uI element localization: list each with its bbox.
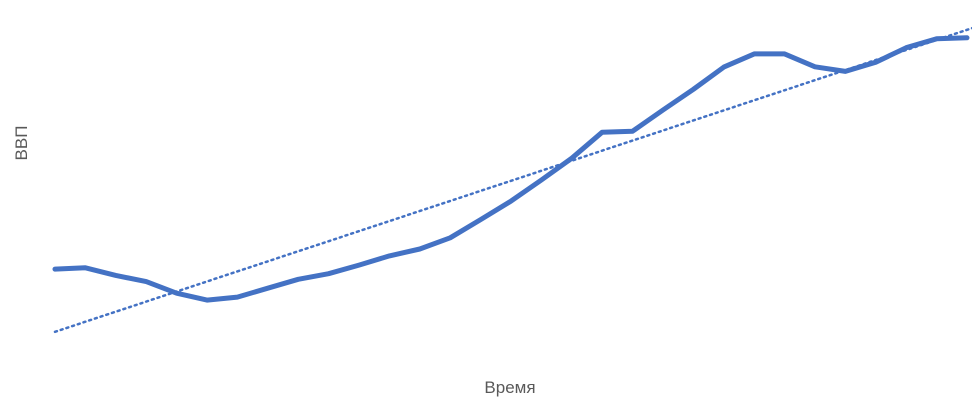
data-point (965, 36, 969, 40)
data-point (205, 298, 209, 302)
data-point (691, 87, 695, 91)
data-point (144, 280, 148, 284)
data-point (357, 263, 361, 267)
data-point (904, 46, 908, 50)
data-point (83, 266, 87, 270)
data-point (175, 291, 179, 295)
data-point (418, 247, 422, 251)
data-point (114, 273, 118, 277)
data-point (661, 108, 665, 112)
data-point (722, 65, 726, 69)
data-point (539, 178, 543, 182)
y-axis-label: ВВП (12, 126, 31, 161)
data-point (600, 130, 604, 134)
data-point (570, 156, 574, 160)
data-point (843, 69, 847, 73)
data-point (53, 267, 57, 271)
data-point (448, 236, 452, 240)
data-point (935, 37, 939, 41)
series-line-1 (52, 35, 970, 303)
data-point (509, 199, 513, 203)
plot-area (52, 26, 972, 334)
data-point (266, 286, 270, 290)
data-point (387, 254, 391, 258)
data-point (479, 218, 483, 222)
data-point (813, 65, 817, 69)
data-point (296, 277, 300, 281)
x-axis-label: Время (484, 378, 535, 397)
data-point (752, 52, 756, 56)
data-point (783, 52, 787, 56)
data-point (874, 60, 878, 64)
data-point (631, 129, 635, 133)
trendline (53, 26, 972, 334)
data-point (327, 272, 331, 276)
data-point (235, 295, 239, 299)
